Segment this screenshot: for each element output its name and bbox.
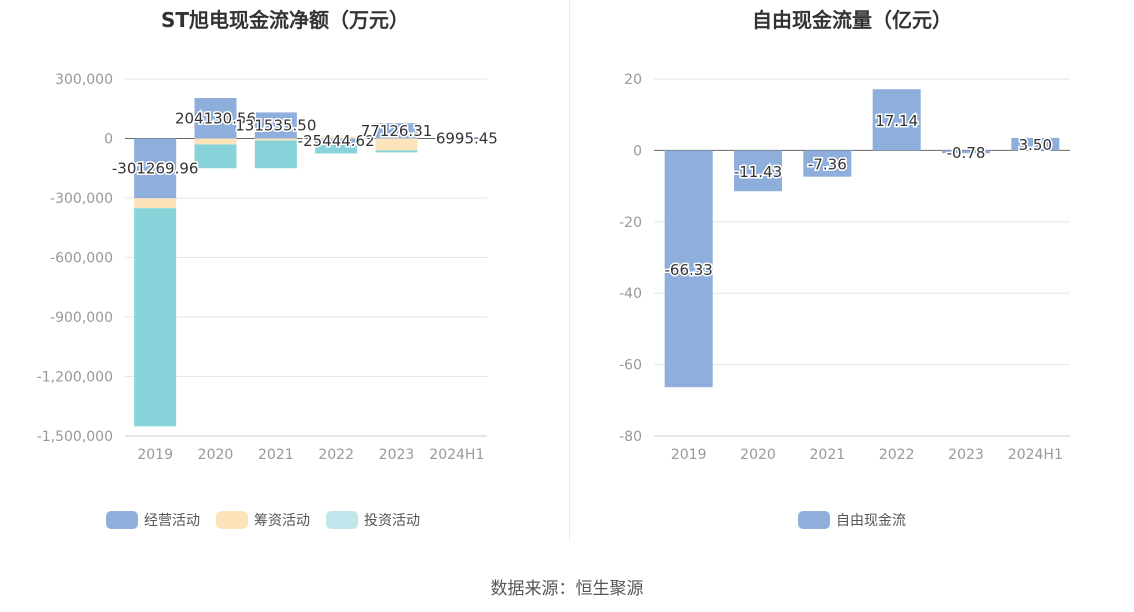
right-ytick-label: -20	[619, 215, 642, 231]
left-bar-经营活动	[435, 137, 478, 139]
right-xtick-label: 2022	[879, 447, 915, 463]
left-ytick-label: -900,000	[50, 310, 113, 326]
left-bar-投资活动	[375, 150, 418, 153]
right-ytick-label: -40	[619, 286, 642, 302]
left-ytick-label: 0	[104, 132, 113, 148]
left-data-label: 204130.56	[175, 109, 256, 127]
right-data-label: -0.78	[947, 144, 986, 162]
left-xtick-label: 2021	[258, 447, 294, 463]
right-bar-自由现金流	[942, 150, 990, 154]
right-bar-自由现金流	[872, 89, 921, 151]
right-xtick-label: 2020	[740, 447, 776, 463]
right-ytick-label: -60	[619, 358, 642, 374]
legend-label-fcf: 自由现金流	[836, 513, 906, 529]
left-xtick-label: 2020	[198, 447, 234, 463]
left-bar-经营活动	[375, 123, 418, 139]
right-xtick-label: 2021	[810, 447, 846, 463]
left-bar-经营活动	[315, 138, 358, 144]
right-bar-自由现金流	[1011, 137, 1060, 151]
right-data-label: 17.14	[875, 112, 918, 130]
legend-label-financing: 筹资活动	[254, 513, 310, 529]
left-bar-筹资活动	[375, 138, 418, 151]
left-bar-投资活动	[194, 144, 237, 169]
panel-divider	[569, 0, 570, 542]
data-source-note: 数据来源：恒生聚源	[490, 579, 644, 599]
legend-swatch-fcf	[798, 511, 830, 529]
legend-swatch-operating	[106, 511, 138, 529]
right-data-label: -11.43	[734, 163, 782, 181]
right-xtick-label: 2023	[948, 447, 984, 463]
left-ytick-label: -1,500,000	[37, 429, 113, 445]
right-chart-title: 自由现金流量（亿元）	[752, 8, 952, 32]
left-bar-投资活动	[315, 143, 358, 154]
right-bar-自由现金流	[803, 150, 852, 177]
legend-swatch-investing	[326, 511, 358, 529]
right-ytick-label: -80	[619, 429, 642, 445]
left-bar-筹资活动	[315, 136, 358, 139]
left-ytick-label: -300,000	[50, 191, 113, 207]
right-xtick-label: 2019	[671, 447, 707, 463]
left-xtick-label: 2022	[318, 447, 354, 463]
left-data-label: -25444.62	[298, 132, 375, 150]
left-bar-筹资活动	[254, 138, 297, 141]
left-ytick-label: 300,000	[55, 72, 113, 88]
right-ytick-label: 0	[633, 143, 642, 159]
right-bar-自由现金流	[664, 150, 713, 388]
right-data-label: -66.33	[664, 261, 712, 279]
left-ytick-label: -1,200,000	[37, 370, 113, 386]
right-data-label: 3.50	[1019, 136, 1052, 154]
legend-swatch-financing	[216, 511, 248, 529]
right-legend: 自由现金流	[798, 510, 906, 530]
left-chart-title: ST旭电现金流净额（万元）	[160, 8, 410, 32]
left-xtick-label: 2024H1	[429, 447, 484, 463]
left-bar-经营活动	[194, 98, 237, 139]
legend-item-investing[interactable]: 投资活动	[326, 510, 420, 530]
left-ytick-label: -600,000	[50, 251, 113, 267]
right-ytick-label: 20	[624, 72, 642, 88]
left-bar-筹资活动	[134, 198, 177, 209]
left-bar-经营活动	[134, 138, 177, 199]
right-bar-自由现金流	[734, 150, 782, 192]
right-xtick-label: 2024H1	[1008, 447, 1063, 463]
left-data-label: -301269.96	[112, 159, 199, 177]
left-xtick-label: 2023	[379, 447, 415, 463]
legend-item-fcf[interactable]: 自由现金流	[798, 510, 906, 530]
legend-label-investing: 投资活动	[364, 513, 420, 529]
left-bar-筹资活动	[194, 138, 237, 145]
legend-item-financing[interactable]: 筹资活动	[216, 510, 310, 530]
left-data-label: 77126.31	[361, 122, 433, 140]
right-data-label: -7.36	[808, 156, 847, 174]
left-legend: 经营活动 筹资活动 投资活动	[106, 510, 420, 530]
legend-item-operating[interactable]: 经营活动	[106, 510, 200, 530]
left-data-label: 6995.45	[436, 130, 498, 148]
left-bar-投资活动	[134, 208, 177, 427]
legend-label-operating: 经营活动	[144, 513, 200, 529]
left-bar-经营活动	[254, 112, 297, 139]
left-xtick-label: 2019	[137, 447, 173, 463]
left-bar-投资活动	[254, 140, 297, 169]
left-data-label: 131535.50	[235, 116, 316, 134]
